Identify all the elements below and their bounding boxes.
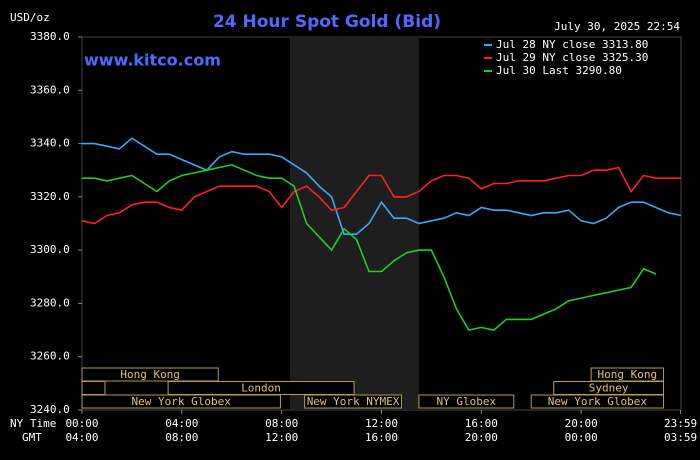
y-tick-label: 3300.0 bbox=[30, 243, 70, 256]
gmt-tick-label: 16:00 bbox=[365, 431, 398, 444]
session-label: NY Globex bbox=[437, 395, 497, 408]
x-tick-label: 12:00 bbox=[365, 417, 398, 430]
legend-label: Jul 30 Last 3290.80 bbox=[496, 64, 622, 77]
y-tick-label: 3320.0 bbox=[30, 190, 70, 203]
x-tick-label: 16:00 bbox=[465, 417, 498, 430]
gmt-tick-label: 12:00 bbox=[265, 431, 298, 444]
y-tick-label: 3260.0 bbox=[30, 350, 70, 363]
x-tick-label: 08:00 bbox=[265, 417, 298, 430]
shaded-region bbox=[289, 37, 419, 410]
session-bar bbox=[81, 381, 106, 395]
x-row-label: GMT bbox=[22, 431, 42, 444]
session-bar bbox=[304, 394, 402, 409]
legend-label: Jul 28 NY close 3313.80 bbox=[496, 38, 648, 51]
session-label: Hong Kong bbox=[598, 368, 658, 381]
session-label: Sydney bbox=[589, 382, 629, 395]
session-label: Hong Kong bbox=[120, 368, 180, 381]
y-tick-label: 3380.0 bbox=[30, 30, 70, 43]
unit-label: USD/oz bbox=[10, 11, 50, 24]
y-tick-label: 3340.0 bbox=[30, 137, 70, 150]
x-tick-label: 00:00 bbox=[65, 417, 98, 430]
session-bar bbox=[81, 394, 281, 409]
series-line bbox=[82, 137, 682, 235]
x-row-label: NY Time bbox=[10, 417, 56, 430]
session-label: New York Globex bbox=[548, 395, 648, 408]
gmt-tick-label: 00:00 bbox=[565, 431, 598, 444]
x-tick-label: 20:00 bbox=[565, 417, 598, 430]
session-bar bbox=[530, 394, 665, 409]
session-label: London bbox=[241, 382, 281, 395]
series-line bbox=[81, 166, 681, 225]
session-label: New York NYMEX bbox=[307, 395, 400, 408]
chart-title: 24 Hour Spot Gold (Bid) bbox=[213, 12, 441, 32]
session-bar bbox=[81, 367, 219, 382]
gmt-tick-label: 20:00 bbox=[465, 431, 498, 444]
legend-label: Jul 29 NY close 3325.30 bbox=[496, 51, 648, 64]
session-bar bbox=[418, 394, 515, 409]
gmt-tick-label: 08:00 bbox=[165, 431, 198, 444]
x-tick-label: 23:59 bbox=[664, 417, 697, 430]
watermark: www.kitco.com bbox=[84, 51, 221, 70]
gmt-tick-label: 04:00 bbox=[65, 431, 98, 444]
y-tick-label: 3280.0 bbox=[30, 296, 70, 309]
x-tick-label: 04:00 bbox=[165, 417, 198, 430]
y-tick-label: 3360.0 bbox=[30, 83, 70, 96]
series-line bbox=[82, 164, 657, 332]
gmt-tick-label: 03:59 bbox=[664, 431, 697, 444]
session-label: New York Globex bbox=[132, 395, 232, 408]
y-tick-label: 3240.0 bbox=[30, 403, 70, 416]
timestamp: July 30, 2025 22:54 bbox=[554, 20, 680, 33]
